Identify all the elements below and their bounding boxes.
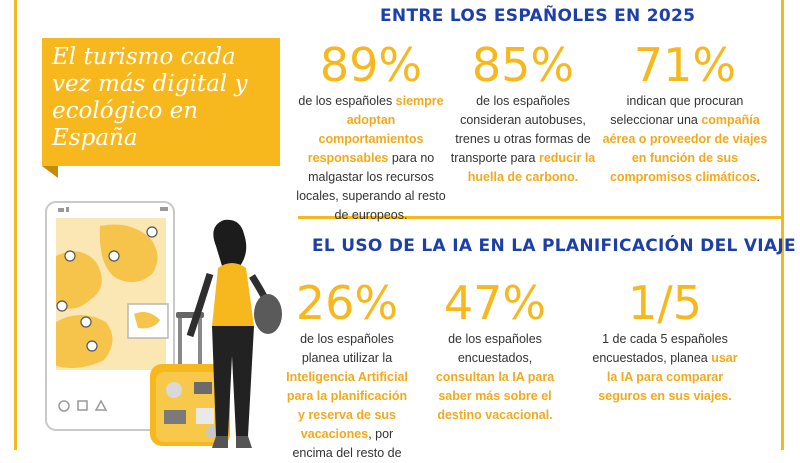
section-title-ai-planning: EL USO DE LA IA EN LA PLANIFICACIÓN DEL … (312, 236, 796, 256)
stat-value: 85% (471, 38, 575, 92)
stat-highlight: siempre adoptan comportamientos responsa… (307, 94, 444, 165)
stat-text: 1 de cada 5 españoles encuestados, plane… (592, 332, 728, 365)
stat-text: de los españoles planea utilizar la (300, 332, 394, 365)
stat-value: 47% (443, 276, 547, 330)
stat-value: 1/5 (627, 276, 703, 330)
stat-value: 89% (319, 38, 423, 92)
stat-text: . (756, 170, 761, 184)
stat-value: 71% (633, 38, 737, 92)
stat-highlight: consultan la IA para saber más sobre el … (435, 370, 555, 422)
stat-highlight: usar la IA para comparar seguros en sus … (598, 351, 738, 403)
stat-card: 71% indican que procuran seleccionar una… (600, 40, 770, 187)
stat-highlight: Inteligencia Artificial para la planific… (286, 370, 408, 441)
infographic-frame (14, 0, 784, 450)
stat-text: para no malgastar los recursos locales, … (296, 151, 446, 222)
stat-highlight: reducir la huella de carbono. (467, 151, 596, 184)
travel-illustration (45, 201, 282, 448)
stat-card: 47% de los españoles encuestados, consul… (430, 278, 560, 425)
section-title-spaniards-2025: ENTRE LOS ESPAÑOLES EN 2025 (380, 6, 696, 26)
suitcase-illustration (150, 312, 230, 446)
stat-text: de los españoles (298, 94, 396, 108)
traveler-illustration (186, 219, 282, 448)
phone-illustration (45, 201, 175, 431)
banner-fold (42, 166, 58, 178)
banner-title: El turismo cada vez más digital y ecológ… (52, 44, 248, 151)
stat-card: 26% de los españoles planea utilizar la … (282, 278, 412, 463)
stat-value: 26% (295, 276, 399, 330)
stat-card: 85% de los españoles consideran autobuse… (448, 40, 598, 187)
stat-text: de los españoles encuestados, (448, 332, 542, 365)
stat-text: de los españoles consideran autobuses, t… (450, 94, 591, 165)
section-divider (298, 216, 784, 219)
title-banner (42, 38, 280, 166)
stat-highlight: compañía aérea o proveedor de viajes en … (602, 113, 768, 184)
stat-card: 89% de los españoles siempre adoptan com… (296, 40, 446, 225)
stat-text: indican que procuran seleccionar una (610, 94, 744, 127)
stat-card: 1/5 1 de cada 5 españoles encuestados, p… (590, 278, 740, 406)
